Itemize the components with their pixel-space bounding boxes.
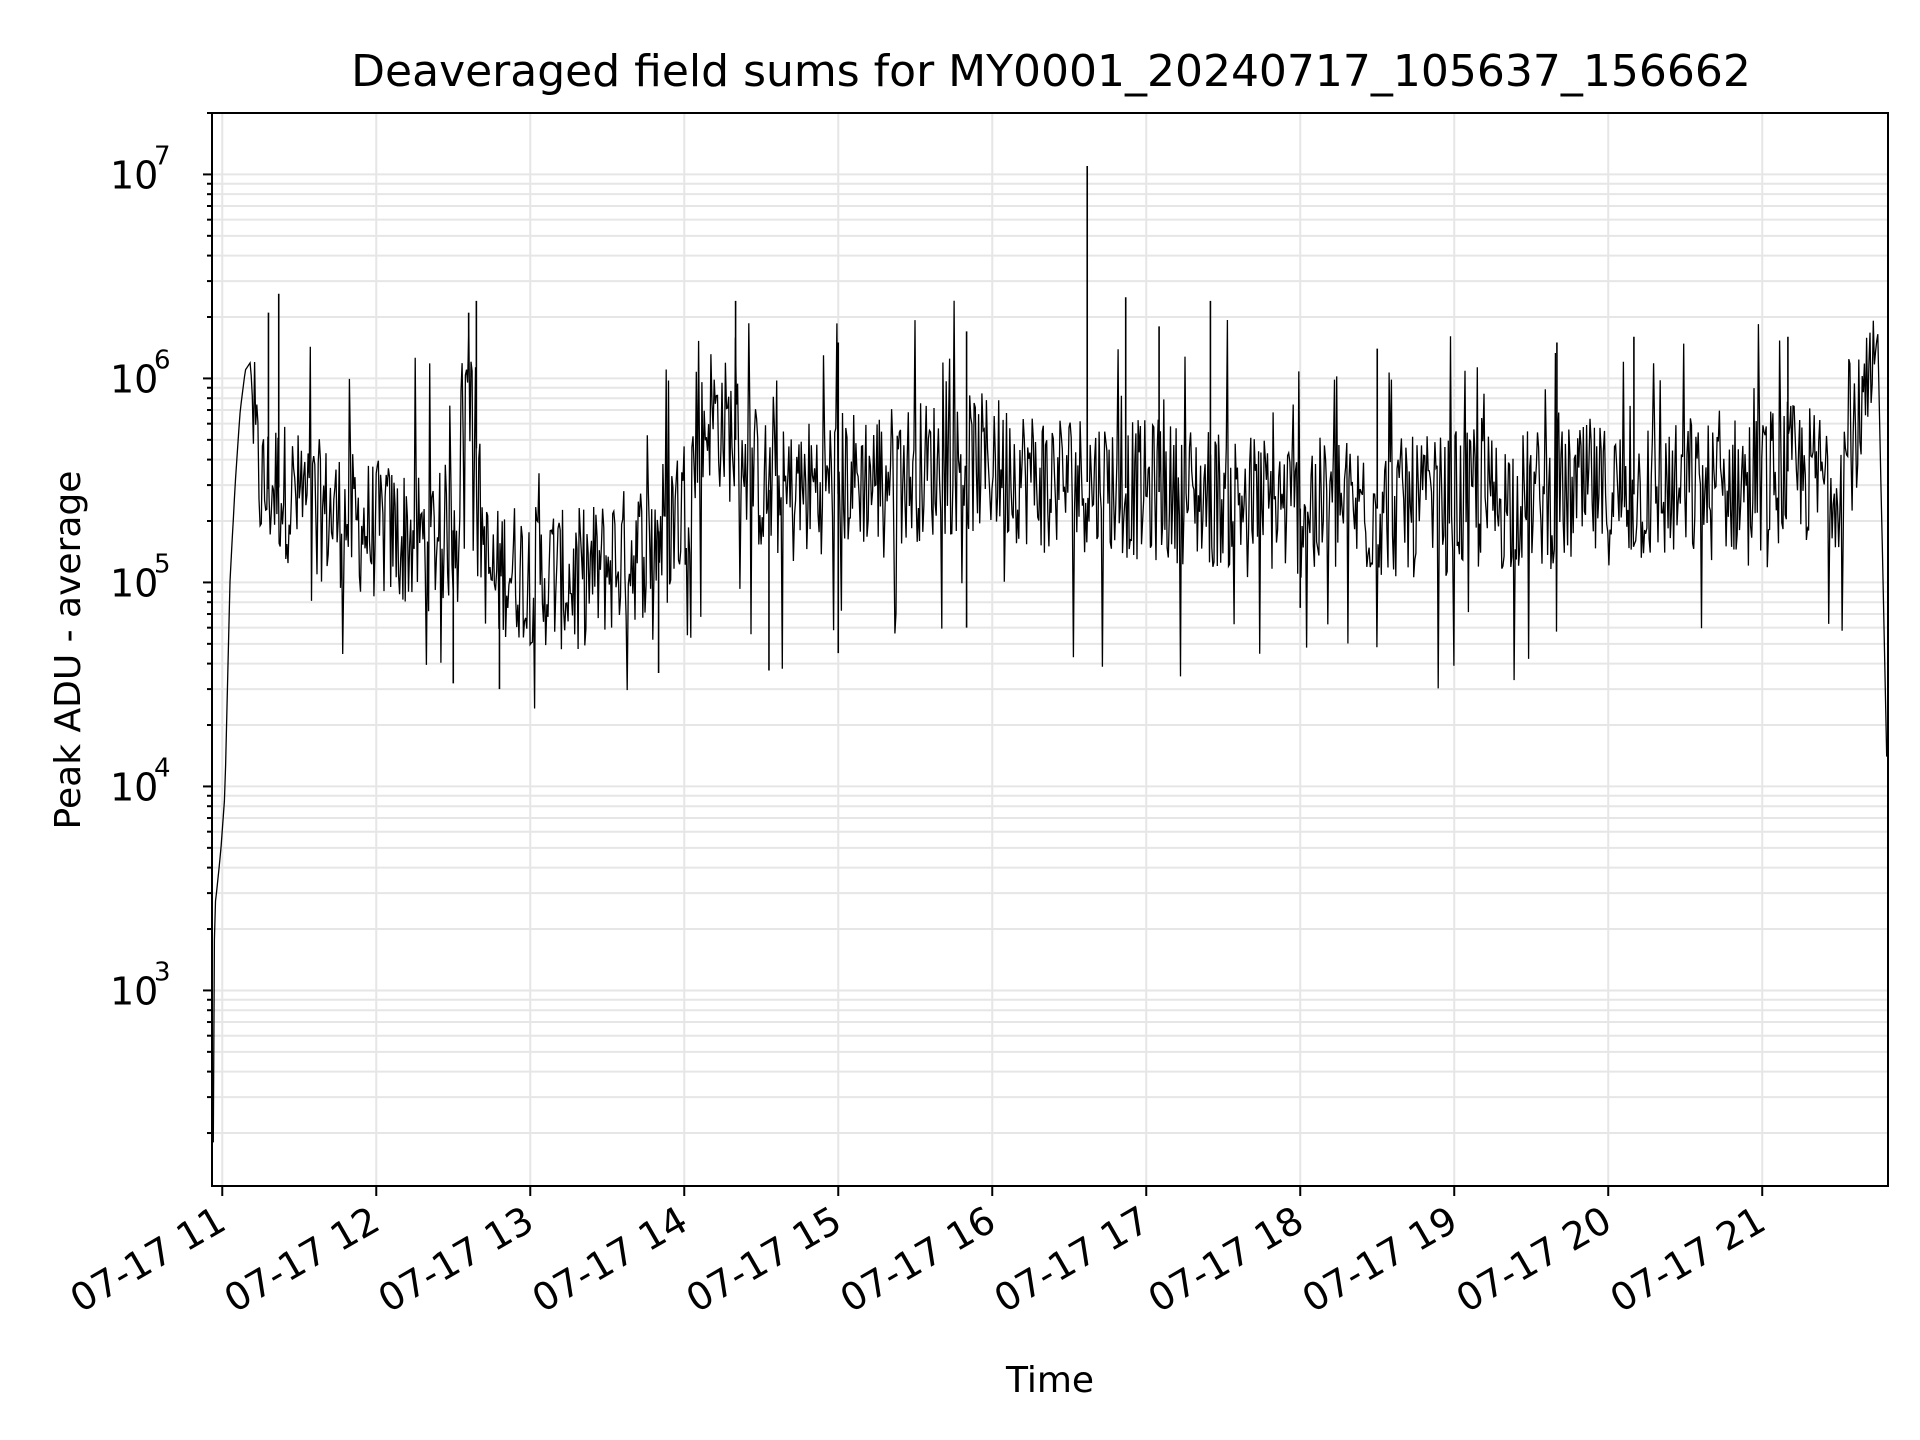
plot-frame <box>211 112 1889 1187</box>
y-tick-label-exponent: 5 <box>154 549 171 579</box>
y-tick-label-base: 10 <box>110 153 158 197</box>
y-tick-label-base: 10 <box>110 357 158 401</box>
series-path <box>212 300 1888 1143</box>
y-tick-label: 104 <box>110 753 171 809</box>
y-tick-label-base: 10 <box>110 561 158 605</box>
y-tick-label-exponent: 3 <box>154 957 171 987</box>
y-tick-label-exponent: 4 <box>154 753 171 783</box>
y-tick-label: 107 <box>110 141 171 197</box>
y-tick-label-exponent: 6 <box>154 345 171 375</box>
y-tick-label: 106 <box>110 345 171 401</box>
y-tick-label-base: 10 <box>110 969 158 1013</box>
x-axis-label: Time <box>1005 1360 1094 1401</box>
y-tick-label-exponent: 7 <box>154 141 171 171</box>
y-tick-label: 103 <box>110 957 171 1013</box>
series-line <box>212 165 1888 1143</box>
grid <box>212 112 1888 1186</box>
y-tick-label: 105 <box>110 549 171 605</box>
y-axis-label: Peak ADU - average <box>48 471 89 830</box>
y-tick-label-base: 10 <box>110 765 158 809</box>
chart-title: Deaveraged field sums for MY0001_2024071… <box>351 46 1751 97</box>
